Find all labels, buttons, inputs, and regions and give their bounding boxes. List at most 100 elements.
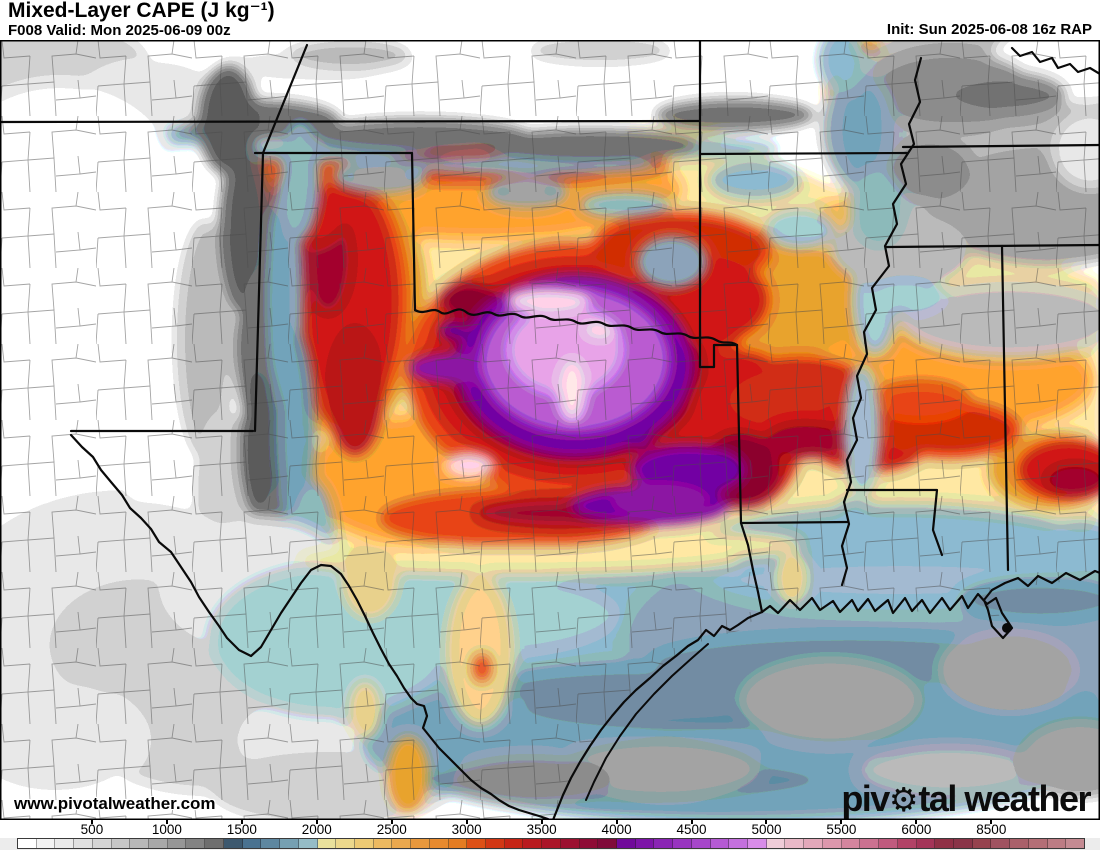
colorbar-cell xyxy=(804,839,823,848)
colorbar-tick-label: 5500 xyxy=(826,822,857,837)
colorbar-tick-label: 3500 xyxy=(526,822,557,837)
colorbar-cell xyxy=(579,839,599,848)
colorbar-cell xyxy=(411,839,430,848)
colorbar-cell xyxy=(916,839,936,848)
colorbar-tick-label: 8500 xyxy=(976,822,1007,837)
colorbar-cell xyxy=(785,839,805,848)
coast-barrier-islands xyxy=(585,643,709,801)
colorbar-cell xyxy=(635,839,655,848)
pivotal-weather-logo: piv⚙tal weather xyxy=(841,778,1091,820)
colorbar-tick xyxy=(465,820,468,824)
colorbar-tick-label: 5000 xyxy=(751,822,782,837)
border-ok-ar xyxy=(698,40,739,369)
colorbar-cell xyxy=(111,839,131,848)
colorbar-tick xyxy=(540,820,543,824)
colorbar-cell xyxy=(822,839,842,848)
colorbar-cell xyxy=(280,839,299,848)
colorbar-tick-label: 4500 xyxy=(676,822,707,837)
colorbar-tick-label: 6000 xyxy=(901,822,932,837)
colorbar-tick-label: 2500 xyxy=(376,822,407,837)
colorbar-cell xyxy=(879,839,898,848)
colorbar-cell xyxy=(991,839,1011,848)
border-ar-la xyxy=(739,520,850,525)
border-ar-mo xyxy=(698,151,909,156)
colorbar-cell xyxy=(55,839,75,848)
colorbar-cell xyxy=(74,839,93,848)
colorbar-cell xyxy=(953,839,973,848)
colorbar-cell xyxy=(149,839,168,848)
colorbar-cell xyxy=(748,839,767,848)
init-time-label: Init: Sun 2025-06-08 16z RAP xyxy=(886,21,1092,38)
colorbar-cell xyxy=(223,839,243,848)
colorbar-tick xyxy=(990,820,993,824)
colorbar-tick xyxy=(690,820,693,824)
border-ky-tn xyxy=(901,143,1100,149)
colorbar-cell xyxy=(205,839,224,848)
colorbar-cell xyxy=(130,839,150,848)
colorbar-cell xyxy=(654,839,674,848)
colorbar-cell xyxy=(18,839,37,848)
page-title: Mixed-Layer CAPE (J kg⁻¹) xyxy=(8,0,275,22)
valid-time-label: F008 Valid: Mon 2025-06-09 00z xyxy=(8,22,231,39)
gear-icon: ⚙ xyxy=(888,781,919,818)
colorbar-cell xyxy=(766,839,786,848)
colorbar-cell xyxy=(897,839,917,848)
border-ms-al xyxy=(1000,244,1010,572)
colorbar-tick xyxy=(165,820,168,824)
colorbar-cell xyxy=(242,839,262,848)
colorbar-cell xyxy=(860,839,880,848)
colorbar-cell xyxy=(972,839,992,848)
colorbar-cell xyxy=(935,839,954,848)
colorbar-cell xyxy=(167,839,187,848)
colorbar-cell xyxy=(336,839,355,848)
border-la-ms xyxy=(845,488,944,557)
colorbar-tick xyxy=(315,820,318,824)
colorbar-row xyxy=(0,838,1100,850)
colorbar-cell xyxy=(448,839,468,848)
colorbar-tick xyxy=(90,820,93,824)
colorbar-cell xyxy=(429,839,449,848)
border-ks-ok xyxy=(0,119,702,124)
colorbar-cell xyxy=(354,839,374,848)
colorbar-cell xyxy=(1047,839,1067,848)
colorbar-cell xyxy=(36,839,56,848)
colorbar-cell xyxy=(485,839,505,848)
colorbar-tick xyxy=(615,820,618,824)
colorbar-tick-label: 2000 xyxy=(301,822,332,837)
colorbar-tick-label: 4000 xyxy=(601,822,632,837)
map-area: www.pivotalweather.com piv⚙tal weather xyxy=(0,40,1100,820)
border-tn-ms xyxy=(884,243,1100,249)
border-tx-east xyxy=(735,343,764,614)
colorbar-tick-label: 1500 xyxy=(226,822,257,837)
colorbar-cell xyxy=(617,839,636,848)
colorbar-cell xyxy=(841,839,861,848)
colorbar-tick xyxy=(240,820,243,824)
colorbar-tick-label: 1000 xyxy=(151,822,182,837)
colorbar-cell xyxy=(92,839,112,848)
colorbar xyxy=(17,838,1085,849)
coast-texas xyxy=(551,610,764,820)
border-red-river xyxy=(413,308,739,347)
colorbar-tick xyxy=(915,820,918,824)
colorbar-cell xyxy=(373,839,393,848)
colorbar-labels: 500 1000 1500 2000 2500 3000 3500 4000 4500 5000 5… xyxy=(0,820,1100,838)
border-tx-panhandle xyxy=(253,151,417,312)
colorbar-tick xyxy=(390,820,393,824)
colorbar-tick-label: 3000 xyxy=(451,822,482,837)
colorbar-cell xyxy=(467,839,486,848)
colorbar-cell xyxy=(691,839,711,848)
map-frame xyxy=(0,40,1100,820)
colorbar-cell xyxy=(504,839,524,848)
colorbar-tick xyxy=(765,820,768,824)
colorbar-cell xyxy=(729,839,749,848)
logo-text-post: tal weather xyxy=(918,778,1091,819)
river-rio-grande xyxy=(69,433,550,820)
colorbar-tick xyxy=(840,820,843,824)
header: Mixed-Layer CAPE (J kg⁻¹) F008 Valid: Mo… xyxy=(0,0,1100,40)
state-borders xyxy=(0,40,1100,820)
colorbar-cell xyxy=(317,839,337,848)
colorbar-cell xyxy=(673,839,692,848)
river-ohio xyxy=(1010,46,1100,76)
coast-louisiana xyxy=(760,569,1100,640)
